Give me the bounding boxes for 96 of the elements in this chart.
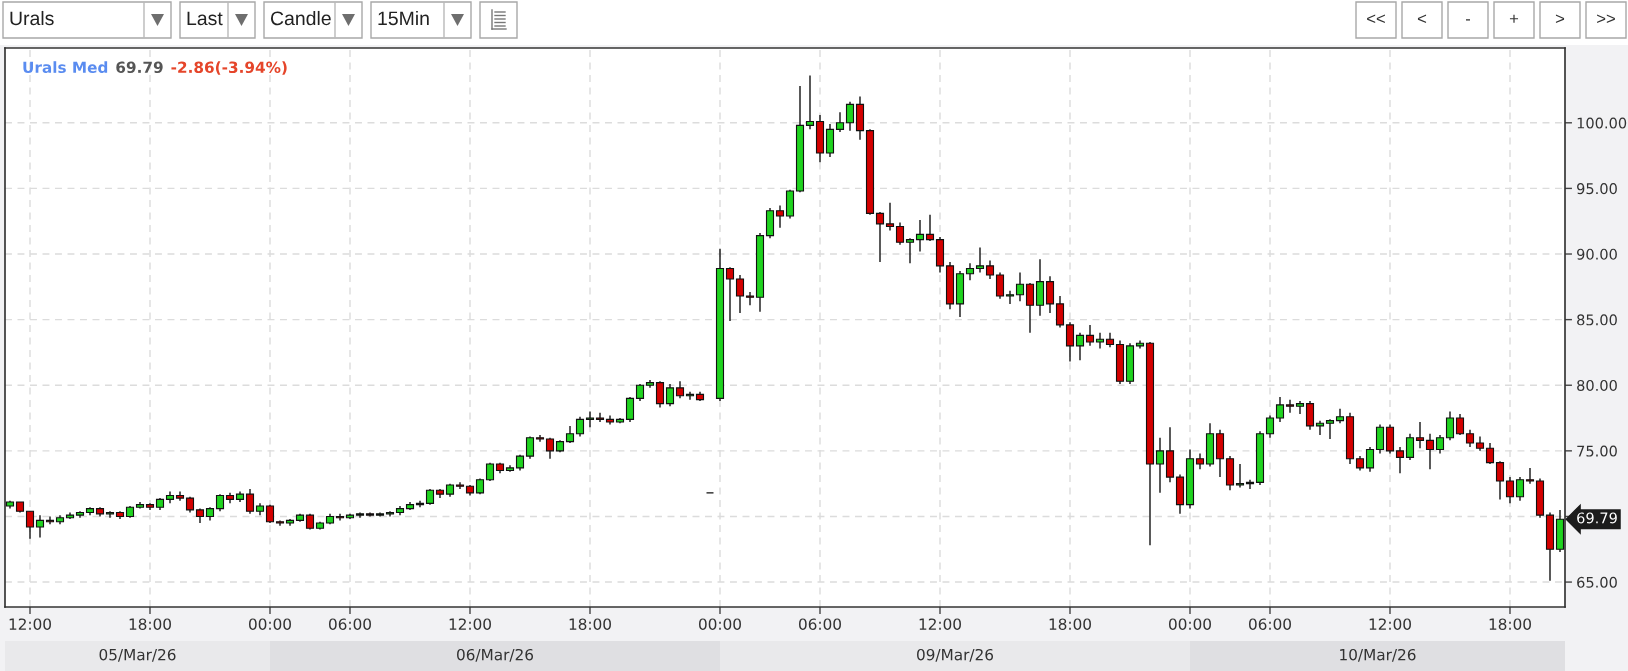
candlestick [735, 274, 745, 314]
text: Candle [270, 10, 331, 26]
candlestick [745, 291, 755, 306]
y-tick-label: 65.00 [1577, 576, 1617, 588]
text: 10/Mar/26 [1340, 648, 1416, 662]
candlestick [665, 383, 675, 407]
candlestick [925, 213, 935, 242]
text: << < - + > >> [1367, 14, 1615, 24]
candlestick [25, 510, 35, 540]
candlestick [845, 101, 855, 132]
candlestick [895, 221, 905, 246]
y-tick-label: 90.00 [1577, 248, 1617, 260]
candlestick [1005, 290, 1015, 305]
y-tick-label: 85.00 [1577, 314, 1617, 326]
candlestick [1435, 434, 1445, 455]
candlestick [625, 396, 635, 423]
candlestick [825, 123, 835, 158]
x-tick-label: 06:00 [328, 618, 371, 630]
candlestick [575, 416, 585, 438]
candlestick [965, 262, 975, 281]
candlestick [1315, 419, 1325, 436]
candlestick [1305, 400, 1315, 431]
candlestick [1375, 423, 1385, 455]
x-tick-label: 00:00 [698, 618, 741, 630]
candlestick [1385, 423, 1395, 455]
y-tick-label: 80.00 [1577, 379, 1617, 391]
candlestick [985, 259, 995, 280]
candlestick [1285, 398, 1295, 414]
candlestick [1295, 400, 1305, 415]
text: Urals [10, 10, 54, 26]
candlestick [1155, 437, 1165, 494]
candlestick [1525, 467, 1535, 485]
x-tick-label: 06:00 [798, 618, 841, 630]
x-tick-label: 06:00 [1248, 618, 1291, 630]
x-tick-label: 00:00 [1168, 618, 1211, 630]
x-tick-label: 12:00 [919, 618, 961, 630]
candlestick [585, 410, 595, 428]
candlestick [905, 237, 915, 264]
x-tick-label: 18:00 [1049, 618, 1091, 630]
candlestick [915, 219, 925, 253]
x-tick-label: 18:00 [1489, 618, 1531, 630]
candlestick [1095, 332, 1105, 350]
candlestick [1445, 410, 1455, 442]
candlestick [1065, 321, 1075, 363]
candlestick [1425, 433, 1435, 470]
candlestick [1025, 282, 1035, 334]
candlestick [1015, 271, 1025, 302]
candlestick [595, 412, 605, 423]
x-tick-label: 18:00 [569, 618, 611, 630]
text: 15Min [378, 10, 429, 26]
text: Last [187, 11, 223, 26]
candlestick [805, 74, 815, 131]
candlestick [1085, 324, 1095, 347]
text: 69.79 [1577, 512, 1617, 524]
candlestick [1405, 433, 1415, 461]
candlestick [1035, 258, 1045, 317]
x-tick-label: 12:00 [9, 618, 51, 630]
candlestick [775, 204, 785, 229]
text: 09/Mar/26 [917, 648, 994, 662]
x-tick-label: 00:00 [248, 618, 291, 630]
y-tick-label: 100.00 [1577, 117, 1627, 129]
candlestick [975, 246, 985, 274]
candlestick [1045, 275, 1055, 314]
candlestick [1335, 408, 1345, 424]
candlestick [1365, 446, 1375, 473]
x-tick-label: 12:00 [449, 618, 491, 630]
candlestick [1275, 396, 1285, 423]
candlestick [1415, 421, 1425, 449]
x-tick-label: 12:00 [1369, 618, 1411, 630]
candlestick [605, 414, 615, 426]
text: Urals Med 69.79 -2.86(-3.94%) [23, 61, 287, 75]
candlestick [1235, 463, 1245, 489]
candlestick [875, 211, 885, 263]
candlestick [995, 271, 1005, 300]
candlestick [1055, 295, 1065, 329]
x-tick-label: 18:00 [129, 618, 171, 630]
candlestick [655, 380, 665, 409]
candlestick [1265, 414, 1275, 439]
candlestick [35, 514, 45, 539]
y-tick-label: 95.00 [1577, 183, 1617, 195]
candlestick [1325, 418, 1335, 440]
candlestick [1495, 460, 1505, 501]
candlestick [1485, 442, 1495, 465]
candlestick [835, 111, 845, 133]
candlestick [725, 266, 735, 322]
text: 06/Mar/26 [457, 648, 534, 662]
candlestick [885, 202, 895, 232]
candlestick [1515, 476, 1525, 502]
text: 05/Mar/26 [99, 648, 176, 662]
candlestick [525, 435, 535, 460]
candlestick [1395, 446, 1405, 474]
candlestick [1505, 476, 1515, 505]
candlestick [245, 488, 255, 515]
y-tick-label: 75.00 [1577, 445, 1617, 457]
candlestick [1455, 413, 1465, 436]
candlestick [1075, 332, 1085, 362]
